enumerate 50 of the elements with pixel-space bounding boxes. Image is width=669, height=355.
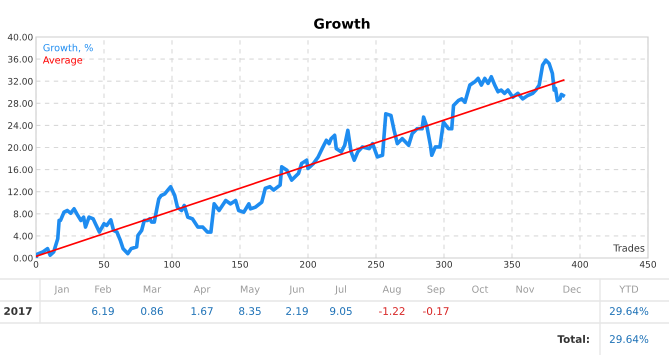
- text: Feb: [95, 285, 112, 293]
- text: Dec: [564, 286, 581, 293]
- x-tick-label: 400: [572, 260, 588, 268]
- text: 6.19: [92, 307, 114, 316]
- text: 8.35: [239, 307, 261, 316]
- text: Nov: [516, 286, 534, 293]
- text: Jun: [288, 286, 304, 295]
- x-tick-label: 350: [504, 260, 520, 268]
- x-tick-label: 250: [368, 260, 384, 268]
- x-tick-label: 300: [436, 260, 452, 268]
- y-tick-label: 4.00: [14, 232, 33, 240]
- y-tick-label: 32.00: [8, 78, 33, 85]
- y-tick-label: 8.00: [14, 210, 33, 218]
- text: Apr: [194, 286, 210, 295]
- text: 29.64%: [610, 335, 648, 344]
- text: 0.86: [141, 307, 163, 316]
- y-tick-label: 28.00: [8, 100, 33, 107]
- text: Growth, %: [43, 44, 93, 52]
- text: Mar: [144, 286, 162, 293]
- text: 2.19: [286, 307, 308, 316]
- x-tick-label: 100: [164, 260, 180, 268]
- text: Jul: [334, 285, 346, 295]
- y-tick-label: 0.00: [14, 254, 33, 262]
- text: -0.17: [423, 307, 449, 316]
- text: Sep: [427, 285, 445, 295]
- y-tick-label: 40.00: [8, 34, 33, 41]
- y-tick-label: 24.00: [8, 122, 33, 129]
- text: 9.05: [330, 307, 352, 316]
- x-tick-label: 150: [232, 260, 248, 268]
- text: Jan: [54, 286, 69, 295]
- y-tick-label: 36.00: [8, 56, 33, 63]
- text: May: [240, 286, 260, 295]
- chart-title: Growth: [314, 18, 370, 29]
- x-axis-title: Trades: [613, 244, 644, 252]
- x-tick-label: 0: [34, 260, 38, 268]
- x-tick-label: 50: [98, 260, 110, 268]
- y-tick-label: 20.00: [8, 144, 33, 152]
- text: 2017: [4, 307, 32, 316]
- x-tick-label: 200: [300, 260, 316, 268]
- text: -1.22: [379, 307, 404, 315]
- x-tick-label: 450: [640, 260, 656, 268]
- text: YTD: [619, 286, 638, 293]
- text: Aug: [382, 286, 401, 295]
- text: Average: [42, 56, 82, 66]
- text: 1.67: [192, 307, 213, 316]
- text: Oct: [472, 285, 488, 293]
- y-tick-label: 12.00: [8, 188, 33, 196]
- text: 29.64%: [610, 307, 648, 316]
- y-tick-label: 16.00: [8, 166, 33, 174]
- text: Total:: [557, 334, 589, 344]
